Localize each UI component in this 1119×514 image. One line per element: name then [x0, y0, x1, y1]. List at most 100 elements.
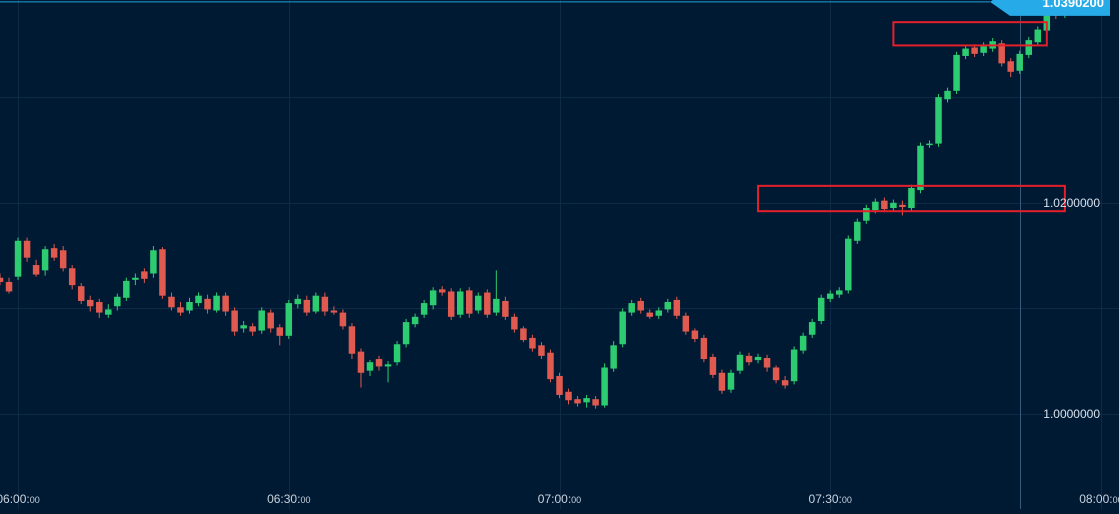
- candle[interactable]: [68, 265, 76, 290]
- candle[interactable]: [890, 199, 897, 212]
- candle[interactable]: [276, 324, 283, 346]
- candle[interactable]: [466, 287, 473, 318]
- candle[interactable]: [249, 323, 256, 336]
- candle[interactable]: [845, 235, 852, 294]
- candle[interactable]: [565, 388, 572, 405]
- candle[interactable]: [646, 309, 653, 319]
- candle[interactable]: [231, 307, 238, 336]
- highlight-rectangle-2[interactable]: [757, 184, 1066, 213]
- candle[interactable]: [502, 296, 509, 320]
- candle[interactable]: [1007, 58, 1014, 78]
- candle[interactable]: [393, 341, 401, 366]
- candle[interactable]: [195, 292, 202, 307]
- candle[interactable]: [781, 375, 789, 389]
- candle[interactable]: [204, 294, 211, 314]
- candles-layer[interactable]: [0, 0, 1078, 409]
- candle[interactable]: [583, 394, 590, 408]
- candle[interactable]: [682, 312, 690, 335]
- candle[interactable]: [601, 363, 608, 408]
- candle[interactable]: [899, 200, 906, 216]
- candle[interactable]: [826, 290, 834, 303]
- candle[interactable]: [511, 313, 518, 333]
- candle[interactable]: [321, 292, 329, 316]
- candle[interactable]: [493, 270, 500, 316]
- candle[interactable]: [23, 237, 31, 262]
- candle[interactable]: [971, 44, 978, 58]
- candle[interactable]: [863, 204, 870, 224]
- candle[interactable]: [267, 309, 274, 333]
- candle[interactable]: [384, 361, 392, 383]
- candle[interactable]: [438, 286, 446, 296]
- candle[interactable]: [258, 307, 265, 334]
- candle[interactable]: [330, 306, 338, 315]
- candle[interactable]: [105, 304, 112, 318]
- candle[interactable]: [411, 313, 419, 328]
- candle[interactable]: [475, 292, 482, 314]
- candle[interactable]: [628, 299, 635, 316]
- candle[interactable]: [357, 348, 365, 388]
- candle[interactable]: [96, 298, 103, 318]
- candle[interactable]: [592, 396, 599, 409]
- candle[interactable]: [664, 298, 672, 313]
- candle[interactable]: [745, 352, 753, 366]
- candle[interactable]: [854, 218, 861, 244]
- candle[interactable]: [86, 295, 94, 312]
- candle[interactable]: [799, 332, 807, 354]
- candle[interactable]: [1034, 26, 1042, 46]
- candle[interactable]: [50, 243, 58, 261]
- candle[interactable]: [953, 51, 960, 94]
- candle[interactable]: [186, 297, 193, 314]
- candle[interactable]: [935, 93, 942, 147]
- candle[interactable]: [59, 246, 67, 272]
- candle[interactable]: [0, 273, 4, 286]
- candle[interactable]: [285, 299, 293, 339]
- candle[interactable]: [547, 349, 554, 383]
- candle[interactable]: [339, 309, 347, 330]
- candle[interactable]: [240, 321, 247, 333]
- candle[interactable]: [754, 353, 762, 364]
- candle[interactable]: [141, 268, 148, 284]
- candle[interactable]: [303, 295, 311, 316]
- candle[interactable]: [5, 277, 13, 294]
- candle[interactable]: [836, 287, 843, 298]
- candle[interactable]: [727, 369, 735, 393]
- candle[interactable]: [944, 87, 951, 103]
- candle[interactable]: [736, 351, 744, 374]
- candle[interactable]: [556, 372, 563, 399]
- candle[interactable]: [375, 355, 383, 371]
- candle[interactable]: [429, 287, 437, 310]
- candle[interactable]: [132, 273, 139, 286]
- candle[interactable]: [456, 288, 464, 318]
- candle[interactable]: [366, 360, 374, 376]
- candle[interactable]: [926, 140, 933, 148]
- candle[interactable]: [123, 277, 130, 301]
- candle[interactable]: [637, 297, 644, 314]
- candle[interactable]: [222, 292, 229, 316]
- candle[interactable]: [294, 294, 302, 309]
- candle[interactable]: [177, 302, 184, 316]
- candle[interactable]: [763, 354, 771, 372]
- candle[interactable]: [1025, 36, 1033, 59]
- candle[interactable]: [77, 283, 85, 305]
- candle[interactable]: [312, 292, 320, 314]
- candle[interactable]: [447, 288, 455, 320]
- candle[interactable]: [32, 259, 40, 277]
- candle[interactable]: [881, 197, 888, 213]
- candle[interactable]: [709, 353, 717, 379]
- candle[interactable]: [691, 328, 699, 343]
- candle[interactable]: [790, 346, 798, 385]
- candle[interactable]: [14, 237, 22, 280]
- candle[interactable]: [484, 289, 491, 318]
- candle[interactable]: [610, 341, 617, 372]
- candle[interactable]: [817, 294, 825, 325]
- candle[interactable]: [114, 293, 121, 311]
- candle[interactable]: [655, 307, 663, 319]
- candle[interactable]: [998, 40, 1005, 67]
- candle[interactable]: [673, 296, 681, 319]
- candle[interactable]: [908, 184, 915, 212]
- candle[interactable]: [168, 292, 175, 311]
- candle[interactable]: [718, 369, 726, 394]
- candle[interactable]: [348, 323, 356, 360]
- candle[interactable]: [538, 342, 545, 360]
